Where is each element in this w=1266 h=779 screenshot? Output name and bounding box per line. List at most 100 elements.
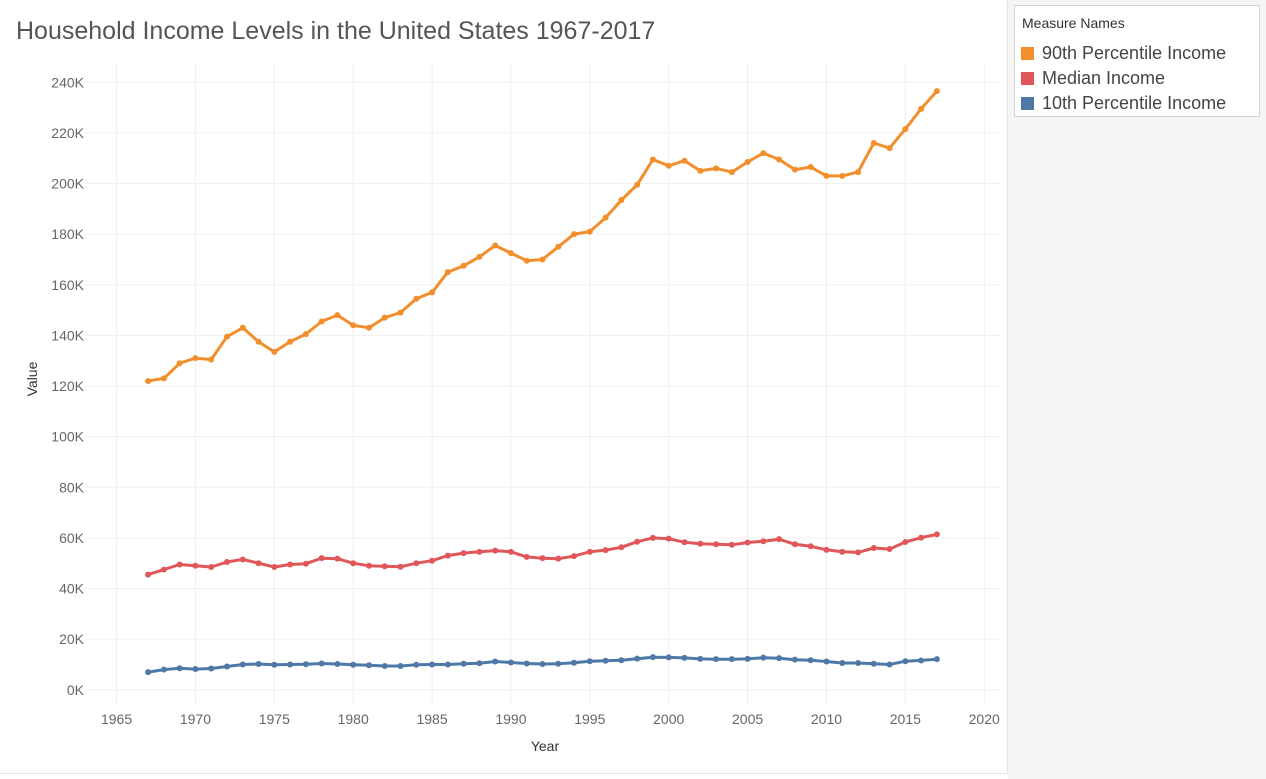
x-tick-label: 2005	[732, 711, 763, 727]
data-point	[744, 539, 751, 546]
x-tick-label: 2020	[969, 711, 1000, 727]
data-point	[176, 360, 183, 367]
data-point	[460, 550, 467, 557]
x-tick-label: 1965	[101, 711, 132, 727]
x-tick-label: 1990	[495, 711, 526, 727]
data-point	[791, 541, 798, 548]
data-point	[507, 659, 514, 666]
data-point	[776, 655, 783, 662]
x-tick-label: 2000	[653, 711, 684, 727]
data-point	[649, 534, 656, 541]
legend-swatch-orange	[1021, 47, 1034, 60]
data-point	[634, 655, 641, 662]
data-point	[855, 549, 862, 556]
data-point	[760, 538, 767, 545]
data-point	[665, 162, 672, 169]
x-tick-label: 1980	[338, 711, 369, 727]
data-point	[397, 309, 404, 316]
chart-title: Household Income Levels in the United St…	[16, 17, 656, 45]
y-tick-label: 160K	[51, 277, 84, 293]
y-tick-label: 200K	[51, 176, 84, 192]
data-point	[350, 560, 357, 567]
data-point	[429, 557, 436, 564]
legend-label: 10th Percentile Income	[1042, 93, 1227, 113]
data-point	[239, 556, 246, 563]
data-point	[791, 166, 798, 173]
data-point	[318, 318, 325, 325]
data-point	[713, 165, 720, 172]
y-axis-ticks: 0K 20K 40K 60K 80K 100K 120K 140K 160K 180K 200K 22…	[51, 74, 84, 698]
data-point	[713, 541, 720, 548]
data-point	[397, 563, 404, 570]
y-tick-label: 240K	[51, 74, 84, 90]
data-point	[933, 531, 940, 538]
data-point	[239, 661, 246, 668]
data-point	[713, 656, 720, 663]
data-point	[492, 658, 499, 665]
data-point	[602, 657, 609, 664]
data-point	[886, 145, 893, 152]
data-point	[760, 150, 767, 157]
data-point	[287, 661, 294, 668]
data-point	[523, 553, 530, 560]
data-point	[381, 314, 388, 321]
y-tick-label: 40K	[59, 581, 85, 597]
data-point	[350, 661, 357, 668]
data-point	[302, 560, 309, 567]
data-point	[823, 658, 830, 665]
data-point	[870, 545, 877, 552]
data-point	[823, 546, 830, 553]
data-point	[145, 669, 152, 676]
data-point	[902, 126, 909, 133]
data-point	[176, 665, 183, 672]
data-point	[728, 541, 735, 548]
data-point	[334, 312, 341, 319]
data-point	[886, 546, 893, 553]
data-point	[287, 561, 294, 568]
data-point	[539, 256, 546, 263]
legend: Measure Names 90th Percentile Income Med…	[1014, 5, 1260, 117]
series-line-median-income	[146, 532, 939, 577]
x-tick-label: 1985	[416, 711, 447, 727]
x-tick-label: 1995	[574, 711, 605, 727]
data-point	[492, 547, 499, 554]
data-point	[933, 656, 940, 663]
data-point	[192, 666, 199, 673]
data-point	[476, 548, 483, 555]
data-point	[870, 140, 877, 147]
data-point	[855, 169, 862, 176]
data-point	[255, 338, 262, 345]
legend-item-median[interactable]: Median Income	[1021, 68, 1257, 90]
data-point	[586, 228, 593, 235]
y-tick-label: 140K	[51, 327, 84, 343]
data-point	[823, 172, 830, 179]
data-point	[208, 564, 215, 571]
legend-item-90th-percentile[interactable]: 90th Percentile Income	[1021, 43, 1257, 65]
data-point	[839, 172, 846, 179]
data-point	[555, 660, 562, 667]
data-point	[381, 563, 388, 570]
series-median-income	[145, 531, 940, 578]
legend-label: Median Income	[1042, 68, 1166, 88]
legend-item-10th-percentile[interactable]: 10th Percentile Income	[1021, 93, 1257, 115]
data-point	[571, 553, 578, 560]
x-axis-title: Year	[531, 738, 560, 754]
data-point	[523, 660, 530, 667]
legend-title: Measure Names	[1022, 15, 1125, 31]
y-axis-title: Value	[24, 361, 40, 396]
y-tick-label: 120K	[51, 378, 84, 394]
data-point	[902, 538, 909, 545]
data-point	[760, 654, 767, 661]
data-point	[618, 657, 625, 664]
data-point	[555, 243, 562, 250]
data-point	[697, 167, 704, 174]
data-point	[507, 250, 514, 257]
data-point	[334, 555, 341, 562]
data-point	[918, 657, 925, 664]
data-point	[523, 257, 530, 264]
series-10th-percentile-income	[145, 654, 940, 676]
data-point	[145, 571, 152, 578]
data-point	[586, 548, 593, 555]
data-point	[634, 181, 641, 188]
y-tick-label: 180K	[51, 226, 84, 242]
